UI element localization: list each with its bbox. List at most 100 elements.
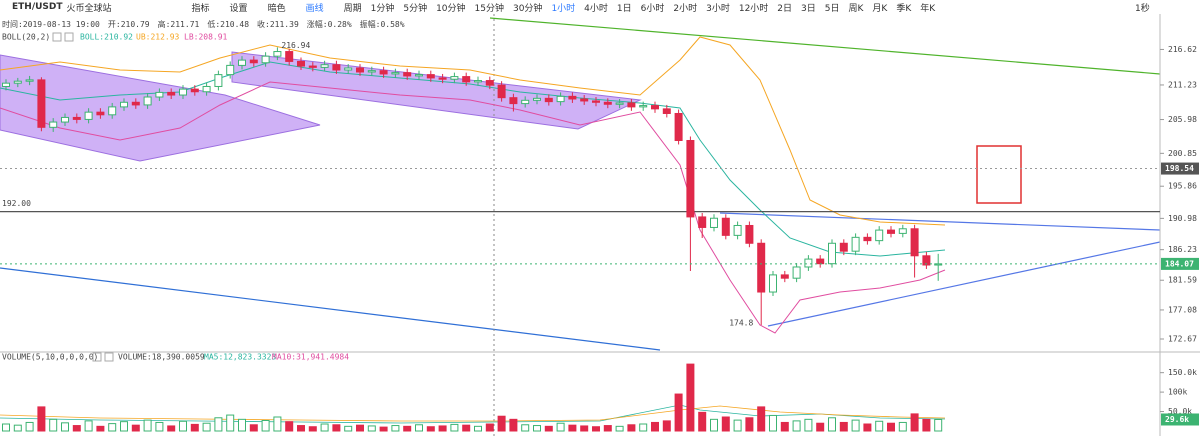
volume-bar — [910, 413, 919, 432]
price-field: 涨幅:0.28% — [307, 19, 352, 29]
boll-legend: BOLL(20,2) BOLL:210.92 UB:212.93 LB:208.… — [2, 32, 228, 42]
price-info: 时间:2019-08-13 19:00 开:210.79 高:211.71 低:210… — [2, 19, 405, 29]
candle-body — [261, 55, 270, 64]
period-button[interactable]: 1小时 — [551, 3, 576, 14]
period-button[interactable]: 月K — [872, 3, 888, 14]
volume-bar — [25, 421, 34, 432]
period-button[interactable]: 周K — [848, 3, 864, 14]
settings-box[interactable] — [92, 352, 102, 362]
period-button[interactable]: 年K — [920, 3, 936, 14]
close-box[interactable] — [104, 352, 114, 362]
volume-bar — [544, 425, 553, 432]
volume-bar — [415, 424, 423, 432]
candle-body — [190, 88, 199, 93]
price-field: 开:210.79 — [108, 20, 150, 29]
volume-bar — [934, 418, 943, 432]
candle-body — [96, 111, 105, 116]
volume-bar — [403, 425, 412, 432]
volume-bar — [332, 424, 341, 432]
candle-body — [49, 121, 58, 128]
period-button[interactable]: 5日 — [824, 3, 840, 14]
volume-bar — [887, 422, 895, 432]
candle-body — [533, 97, 541, 101]
period-button[interactable]: 12小时 — [738, 3, 769, 14]
candle-body — [214, 74, 223, 87]
period-button[interactable]: 6小时 — [640, 3, 665, 14]
volume-bar — [792, 420, 801, 432]
candle-body — [615, 102, 624, 105]
candle-body — [226, 64, 235, 76]
volume-bar — [202, 422, 211, 432]
volume-bar — [2, 423, 10, 432]
candle-body — [179, 88, 187, 96]
candle-body — [249, 59, 258, 64]
candle-body — [686, 139, 695, 218]
symbol[interactable]: ETH/USDT — [12, 2, 63, 12]
candle-body — [898, 228, 907, 234]
volume-bar — [356, 424, 364, 432]
candle-body — [627, 102, 636, 108]
volume-bar — [580, 425, 589, 432]
triangle-line — [719, 212, 1161, 231]
volume-bar — [898, 421, 907, 432]
period-button[interactable]: 2日 — [777, 3, 793, 14]
volume-bar — [367, 425, 376, 432]
volume-bar — [72, 425, 81, 432]
refresh-interval[interactable]: 1秒 — [1135, 3, 1150, 14]
candle-body — [887, 229, 895, 234]
close-box[interactable] — [64, 32, 74, 42]
exchange: 火币全球站 — [66, 3, 112, 14]
period-button[interactable]: 4小时 — [584, 3, 608, 14]
period-button[interactable]: 30分钟 — [512, 3, 543, 14]
period-button[interactable]: 2小时 — [673, 3, 698, 14]
candle-body — [721, 217, 730, 236]
period-button[interactable]: 10分钟 — [436, 3, 466, 14]
candle-body — [580, 98, 589, 102]
price-marker-badge — [1161, 162, 1199, 175]
candle-body — [297, 60, 305, 67]
period-button[interactable]: 3小时 — [706, 3, 730, 14]
volume-bar — [13, 424, 22, 432]
period-button[interactable]: 5分钟 — [403, 3, 428, 14]
y-tick-label: 150.0k — [1168, 368, 1197, 377]
volume-bar — [438, 425, 447, 432]
y-tick-label: 186.23 — [1168, 245, 1197, 254]
rectangle-drawing — [976, 145, 1022, 204]
volume-bar — [308, 426, 317, 432]
volume-bar — [497, 415, 506, 432]
candle-body — [828, 242, 836, 265]
volume-bar — [474, 425, 482, 432]
period-button[interactable]: 1日 — [616, 3, 632, 14]
volume-bar — [96, 425, 105, 432]
settings-box[interactable] — [52, 32, 62, 42]
boll-mid-value: BOLL:210.92 — [80, 33, 133, 42]
candle-body — [757, 242, 766, 293]
tool-button[interactable]: 指标 — [191, 3, 210, 14]
tool-button[interactable]: 设置 — [229, 3, 248, 14]
tool-button[interactable]: 画线 — [305, 3, 324, 14]
indicator-name: BOLL(20,2) — [2, 33, 50, 42]
candle-body — [84, 111, 93, 120]
volume-bar — [568, 424, 577, 432]
period-button[interactable]: 15分钟 — [474, 3, 504, 14]
candle-body — [674, 112, 683, 141]
period-menu[interactable]: 周期 — [343, 3, 362, 14]
tool-button[interactable]: 暗色 — [267, 3, 286, 14]
y-tick-label: 50.0k — [1168, 407, 1192, 416]
volume-bar — [828, 417, 836, 432]
volume-bar — [686, 363, 695, 432]
period-button[interactable]: 3日 — [801, 3, 816, 14]
volume-ma10 — [0, 405, 946, 422]
volume-bar — [521, 424, 530, 432]
volume-bar — [37, 406, 46, 432]
last-price-badge — [1161, 257, 1199, 270]
period-button[interactable]: 季K — [896, 3, 912, 14]
candle-body — [745, 224, 754, 244]
period-button[interactable]: 1分钟 — [370, 3, 395, 14]
price-field: 低:210.48 — [207, 19, 249, 29]
price-marker-label: 198.54 — [1165, 164, 1194, 173]
volume-bar — [344, 425, 353, 432]
candle-body — [875, 229, 884, 242]
volume-bar — [710, 418, 718, 432]
